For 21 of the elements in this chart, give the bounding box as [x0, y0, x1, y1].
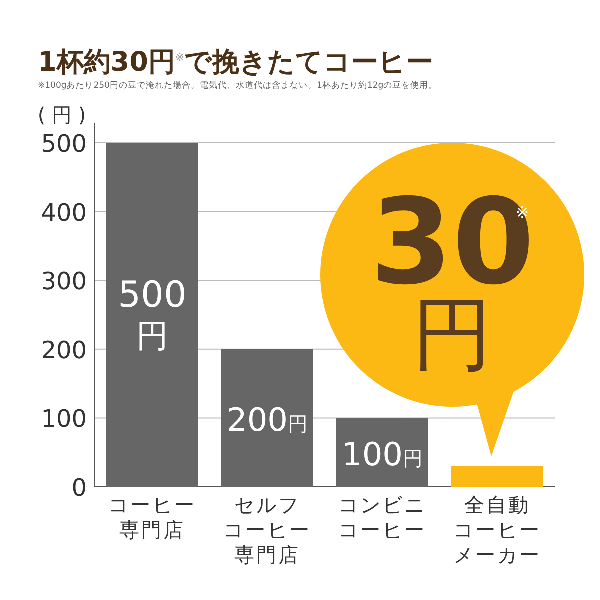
- y-tick-label: 0: [72, 474, 87, 502]
- y-tick-label: 100: [41, 405, 87, 434]
- data-label: 500円: [118, 275, 187, 355]
- y-axis-title: ( 円 ): [38, 103, 86, 127]
- chart-subtitle: ※100gあたり250円の豆で淹れた場合。電気代、水道代は含まない。1杯あたり約12gの豆を使用。: [38, 80, 438, 92]
- bar: [106, 143, 198, 487]
- x-tick-label: コーヒー専門店: [108, 493, 196, 542]
- x-tick-label: コンビニコーヒー: [338, 493, 426, 542]
- y-tick-label: 400: [41, 198, 87, 227]
- bar: [452, 466, 544, 487]
- data-label: 30円※: [370, 173, 535, 381]
- y-tick-label: 500: [41, 130, 87, 158]
- y-tick-label: 200: [41, 336, 87, 364]
- y-tick-label: 300: [41, 268, 87, 296]
- data-label: 100円: [342, 436, 424, 474]
- chart-title: 1杯約30円$^{※}$で挽きたてコーヒー: [38, 46, 434, 80]
- bar: [336, 418, 428, 487]
- data-label: 200円: [226, 401, 308, 440]
- x-tick-label: 全自動コーヒーメーカー: [454, 493, 542, 567]
- x-tick-label: セルフコーヒー専門店: [224, 493, 312, 567]
- bar: [222, 349, 314, 487]
